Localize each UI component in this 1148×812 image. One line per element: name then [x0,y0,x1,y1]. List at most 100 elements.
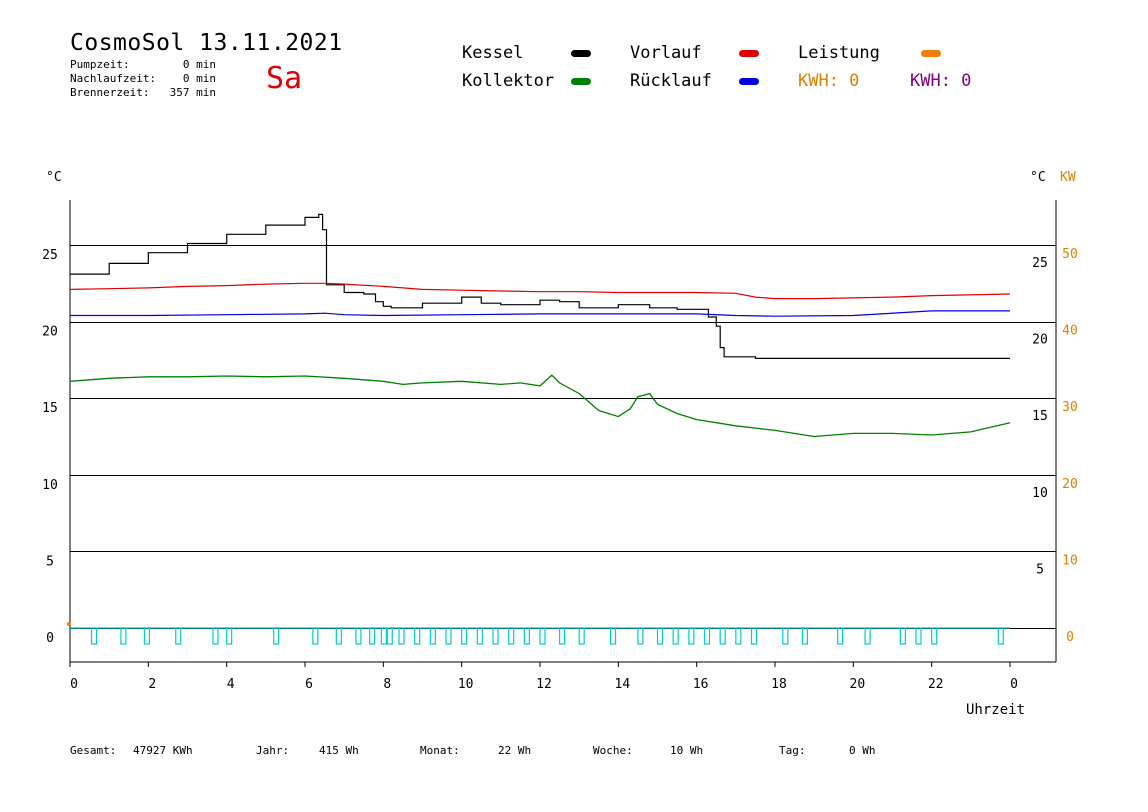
x-tick-label: 8 [383,677,391,692]
x-tick-label: 18 [771,677,787,692]
leistung-pulse [335,627,342,645]
leistung-pulse [355,627,362,645]
leistung-pulse [429,627,436,645]
weekday-label: Sa [266,61,303,96]
legend-leistung-swatch [921,50,941,57]
y-tick-right-celsius-label: 10 [1032,486,1048,501]
y-tick-right-celsius-label: 15 [1032,409,1048,424]
footer-jahr-value: 415 Wh [319,744,359,757]
y-tick-right-kw-label: 40 [1062,324,1078,339]
leistung-pulse [492,627,499,645]
grid-lines [70,245,1056,629]
stat-nachlaufzeit-value: 0 min [182,72,216,85]
legend-kessel-label: Kessel [462,43,524,63]
leistung-pulse [837,627,844,645]
x-tick-label: 2 [148,677,156,692]
series-line-kollektor [69,374,1011,438]
legend-ruecklauf-label: Rücklauf [630,71,712,91]
stat-brennerzeit-value: 357 min [169,86,216,99]
stat-pumpzeit-label: Pumpzeit: [70,58,130,71]
leistung-pulse [703,627,711,645]
leistung-pulse [558,627,566,645]
y-axis-right-celsius-unit: °C [1030,170,1046,185]
series-line-rücklauf [70,310,1010,317]
footer-tag-label: Tag: [779,744,806,757]
leistung-pulse [143,627,151,645]
footer-woche-value: 10 Wh [670,744,704,757]
y-tick-right-celsius-label: 5 [1036,562,1044,577]
y-tick-right-kw-label: 10 [1062,553,1078,568]
x-tick-label: 22 [928,677,944,692]
y-tick-right-kw-label: 50 [1062,247,1078,262]
x-tick-label: 0 [70,677,78,692]
leistung-pulse [476,627,483,645]
leistung-origin-dot [67,622,71,626]
leistung-pulse [801,627,809,645]
stat-pumpzeit-value: 0 min [182,58,216,71]
series-line-vorlauf [69,282,1011,300]
y-tick-left-label: 15 [42,401,58,416]
leistung-pulse [312,627,319,645]
leistung-pulse [226,627,233,645]
x-tick-label: 20 [850,677,866,692]
leistung-pulse [380,627,387,645]
leistung-pulse [688,627,695,645]
x-tick-label: 12 [536,677,552,692]
leistung-pulse [523,627,530,645]
stat-nachlaufzeit-label: Nachlaufzeit: [70,72,157,85]
y-tick-right-kw-label: 0 [1066,630,1074,645]
y-tick-right-kw-label: 20 [1062,477,1078,492]
chart-title: CosmoSol 13.11.2021 [70,30,343,56]
footer-monat-value: 22 Wh [498,744,532,757]
y-tick-left-label: 25 [42,248,58,263]
legend-leistung-label: Leistung [798,43,880,63]
y-tick-right-kw-label: 30 [1062,400,1078,415]
leistung-pulse [899,627,906,645]
legend-kollektor-swatch [571,78,591,85]
footer-gesamt-value: 47927 KWh [133,744,193,757]
leistung-pulse [539,627,546,645]
leistung-pulse [90,627,98,645]
leistung-pulse [120,627,127,645]
y-tick-left-label: 10 [42,478,58,493]
legend-kessel-swatch [571,50,591,57]
leistung-pulse [750,627,758,645]
y-tick-right-celsius-label: 25 [1032,256,1048,271]
x-tick-label: 14 [615,677,631,692]
y-axis-right-kw-unit: KW [1060,170,1076,185]
leistung-pulse [414,627,421,645]
leistung-pulse [931,627,938,645]
leistung-pulse [578,627,585,645]
footer-jahr-label: Jahr: [256,744,290,757]
x-tick-label: 0 [1010,677,1018,692]
y-tick-left-label: 20 [42,325,58,340]
leistung-pulse [656,627,664,645]
footer-gesamt-label: Gesamt: [70,744,117,757]
leistung-pulse [719,627,726,645]
footer-tag-value: 0 Wh [849,744,876,757]
leistung-pulse [915,627,922,645]
leistung-pulse [782,627,789,645]
legend-vorlauf-swatch [739,50,759,57]
leistung-pulse [609,627,617,645]
chart-series [67,213,1011,645]
leistung-pulse [997,627,1004,645]
footer-woche-label: Woche: [593,744,633,757]
y-tick-left-label: 0 [46,631,54,646]
leistung-pulse [461,627,468,645]
legend-kollektor-label: Kollektor [462,71,555,91]
leistung-pulse [508,627,515,645]
tick-labels: 0 5 10 15 20 25 5 10 15 20 25 0 10 20 30 40 50 0 2 4 6 8 10 12 1… [42,247,1078,692]
leistung-pulse [398,627,405,645]
leistung-pulse [672,627,679,645]
footer-monat-label: Monat: [420,744,460,757]
y-tick-left-label: 5 [46,554,54,569]
stat-brennerzeit-label: Brennerzeit: [70,86,150,99]
leistung-pulse [864,627,871,645]
leistung-pulse [445,627,452,645]
series-line-kessel [70,213,1010,359]
leistung-pulse [212,627,219,645]
leistung-pulse [386,627,393,645]
kwh-orange-label: KWH: 0 [798,71,860,91]
